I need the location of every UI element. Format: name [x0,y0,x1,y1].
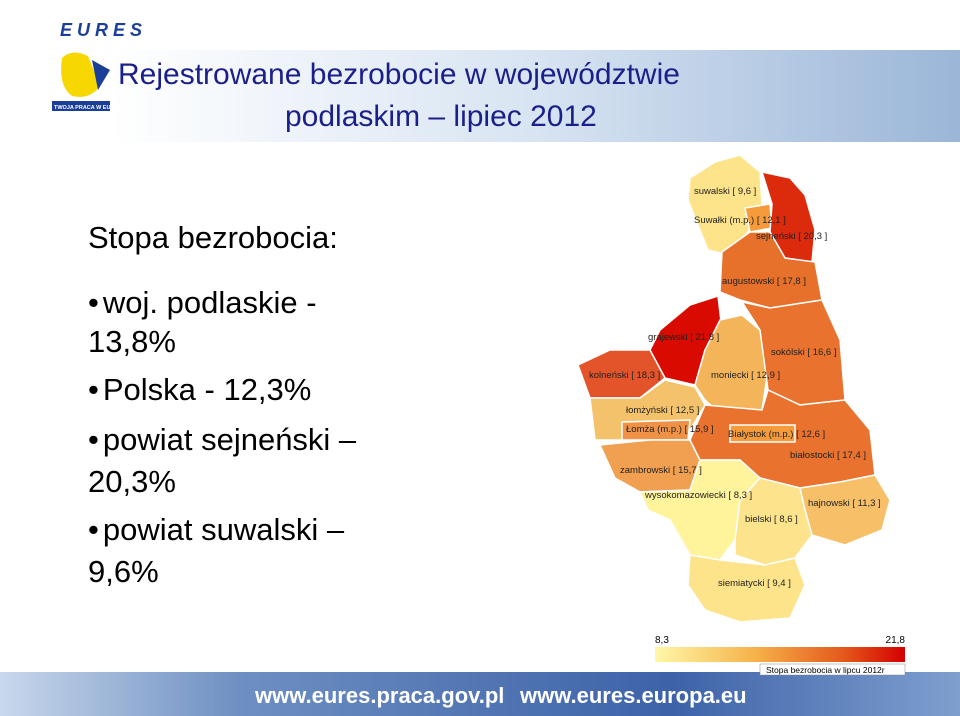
region-label: suwalski [ 9,6 ] [694,186,756,197]
region [729,424,796,443]
legend-min: 8,3 [655,635,669,646]
region [719,231,823,309]
region-label: Białystok (m.p.) [ 12,6 ] [728,429,825,440]
region-label: sokólski [ 16,6 ] [771,347,836,358]
legend-caption-box [759,663,906,676]
region-label: sejneński [ 20,3 ] [756,231,827,242]
region-label: hajnowski [ 11,3 ] [808,498,881,509]
legend-max: 21,8 [886,635,906,646]
bullet-continuation: 9,6% [88,554,159,589]
region-label: białostocki [ 17,4 ] [790,450,866,461]
legend-gradient [655,647,905,662]
title-line: podlaskim – lipiec 2012 [285,100,597,133]
legend-caption: Stopa bezrobocia w lipcu 2012r [766,665,885,675]
region [799,474,891,546]
region-label: bielski [ 8,6 ] [745,514,798,525]
bullet-item: woj. podlaskie - [88,283,317,323]
region [687,554,806,623]
bullet-item: powiat suwalski – [88,510,344,550]
logo-text: E U R E S [60,20,142,40]
eures-logo: E U R E S TWOJA PRACA W EUROPIE [52,20,142,111]
region-label: kolneński [ 18,3 ] [589,370,660,381]
region [734,477,813,566]
region-label: augustowski [ 17,8 ] [722,276,806,287]
region-label: grajewski [ 21,8 ] [648,332,719,343]
footer-link: www.eures.praca.gov.pl [255,683,505,708]
bullet-item: powiat sejneński – [88,420,356,460]
region-label: wysokomazowiecki [ 8,3 ] [644,490,752,501]
bullet-continuation: 20,3% [88,464,176,499]
title-line: Rejestrowane bezrobocie w województwie [118,58,680,91]
region-label: łomżyński [ 12,5 ] [626,405,699,416]
region [687,154,763,256]
heading: Stopa bezrobocia: [88,220,338,255]
region-label: siemiatycki [ 9,4 ] [718,578,791,589]
region-label: zambrowski [ 15,7 ] [620,465,702,476]
region-label: moniecki [ 12,9 ] [711,370,780,381]
bullet-item: Polska - 12,3% [88,370,312,410]
top-band [110,50,960,142]
region-label: Suwałki (m.p.) [ 12,1 ] [694,215,786,226]
footer-link: www.eures.europa.eu [520,683,747,708]
logo-tagline: TWOJA PRACA W EUROPIE [54,105,128,111]
bullet-continuation: 13,8% [88,324,176,359]
map [577,154,891,623]
bottom-band [0,672,960,716]
region-label: Łomża (m.p.) [ 15,9 ] [626,424,714,435]
